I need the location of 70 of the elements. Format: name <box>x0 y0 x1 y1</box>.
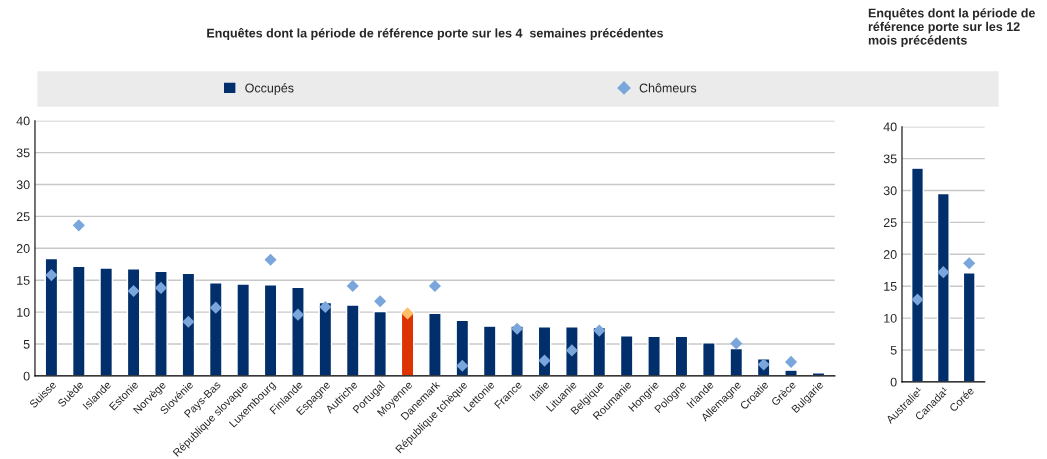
y-tick-label: 5 <box>890 345 897 355</box>
bar <box>936 192 950 382</box>
y-tick-label: 30 <box>16 180 30 190</box>
point <box>911 293 924 306</box>
bar <box>674 335 689 376</box>
bar <box>208 282 223 376</box>
y-tick-label: 20 <box>883 250 897 259</box>
point <box>511 322 524 335</box>
y-tick-label: 35 <box>16 148 30 158</box>
bar <box>373 310 387 376</box>
bar <box>181 272 196 376</box>
y-tick-label: 5 <box>23 339 30 349</box>
bar <box>962 272 976 382</box>
point <box>963 257 976 270</box>
y-tick-label: 40 <box>883 122 897 132</box>
bar <box>154 270 168 376</box>
bar <box>126 268 141 376</box>
point <box>209 301 222 314</box>
chart-title: Enquêtes dont la période de référence porte sur les 12 mois précédents <box>868 8 1035 48</box>
chart-title: Enquêtes dont la période de référence porte sur les 4 semaines précédentes <box>207 28 663 40</box>
y-tick-label: 0 <box>23 371 30 381</box>
y-tick-label: 10 <box>884 313 897 323</box>
y-tick-label: 10 <box>17 307 30 317</box>
point <box>374 295 387 308</box>
point <box>730 337 743 350</box>
bar <box>702 342 716 376</box>
point <box>45 269 58 282</box>
point <box>72 219 85 232</box>
point <box>264 253 277 266</box>
point <box>346 279 359 293</box>
legend-label: Occupés <box>245 83 294 95</box>
bar <box>482 325 497 376</box>
bar <box>428 312 442 376</box>
point <box>456 359 469 372</box>
y-tick-label: 40 <box>16 116 30 126</box>
bar <box>318 301 333 376</box>
point <box>182 315 195 328</box>
point <box>319 300 332 314</box>
y-tick-label: 15 <box>884 282 897 291</box>
point <box>127 285 140 298</box>
y-tick-label: 35 <box>883 154 897 164</box>
point <box>291 308 305 321</box>
y-tick-label: 0 <box>890 377 897 387</box>
bar <box>784 369 798 376</box>
point <box>937 266 950 279</box>
bar <box>236 283 251 376</box>
bar <box>345 304 360 376</box>
bar <box>99 267 114 376</box>
point <box>538 354 551 367</box>
y-tick-label: 25 <box>883 218 897 228</box>
bar <box>729 347 744 376</box>
y-tick-label: 30 <box>883 186 897 196</box>
bar <box>647 335 661 376</box>
bar <box>263 283 278 376</box>
bar <box>291 286 305 376</box>
y-tick-label: 25 <box>16 212 30 222</box>
bar <box>510 325 524 376</box>
point <box>401 307 414 320</box>
bar <box>910 167 925 382</box>
bar <box>71 265 86 376</box>
y-tick-label: 15 <box>17 276 30 285</box>
point <box>757 358 770 371</box>
point <box>593 324 606 337</box>
point <box>428 279 441 293</box>
point <box>784 355 798 368</box>
bar <box>619 335 634 376</box>
bar <box>44 257 59 376</box>
y-tick-label: 20 <box>16 244 30 253</box>
legend-label: Chômeurs <box>639 83 697 93</box>
point <box>154 281 168 294</box>
